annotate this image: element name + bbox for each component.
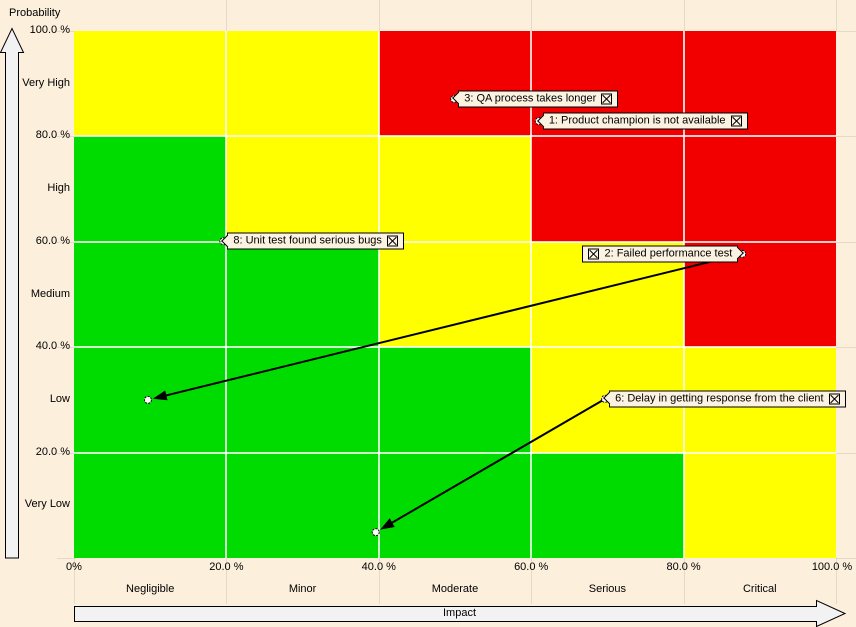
matrix-cell-very-high-negligible <box>74 31 227 137</box>
risk-label-text: 3: QA process takes longer <box>464 92 597 105</box>
matrix-cell-high-negligible <box>74 136 227 242</box>
probability-axis-title: Probability <box>9 7 61 19</box>
y-axis-tick-label: 20.0 % <box>35 445 70 458</box>
margin-gridline <box>226 0 228 31</box>
y-axis-category-label: Very Low <box>24 498 70 511</box>
grid-separator-horizontal <box>74 346 836 349</box>
grid-separator-vertical <box>377 31 380 558</box>
y-axis-category-label: Very High <box>22 76 70 89</box>
x-axis-category-label: Moderate <box>431 583 479 595</box>
matrix-cell-very-high-minor <box>226 31 379 137</box>
risk-movement-arrowhead <box>152 390 168 401</box>
margin-gridline <box>836 452 856 454</box>
y-axis-category-label: Low <box>49 392 70 405</box>
margin-gridline <box>57 136 74 138</box>
delete-risk-icon[interactable] <box>730 115 742 127</box>
risk-movement-arrow-line <box>386 397 606 527</box>
margin-gridline <box>74 558 75 604</box>
x-axis-tick-label: 0% <box>66 561 82 573</box>
matrix-cell-very-low-moderate <box>378 452 532 558</box>
margin-gridline <box>836 0 837 31</box>
grid-separator-vertical <box>530 31 533 558</box>
matrix-cell-very-low-negligible <box>74 452 227 558</box>
risk-label[interactable]: 8: Unit test found serious bugs <box>221 232 404 250</box>
delete-risk-icon[interactable] <box>601 93 613 105</box>
grid-separator-horizontal <box>74 451 836 454</box>
risk-label[interactable]: 1: Product champion is not available <box>536 112 748 130</box>
margin-gridline <box>57 31 74 32</box>
margin-gridline <box>836 31 856 32</box>
risk-label-text: 6: Delay in getting response from the cl… <box>615 392 824 405</box>
margin-gridline <box>836 347 856 349</box>
risk-label-text: 1: Product champion is not available <box>548 114 726 127</box>
risk-label[interactable]: 6: Delay in getting response from the cl… <box>603 390 846 408</box>
margin-gridline <box>57 452 74 454</box>
x-axis-category-label: Critical <box>742 583 777 595</box>
x-axis-category-label: Negligible <box>126 583 175 595</box>
margin-gridline <box>836 558 837 604</box>
grid-separator-vertical <box>225 31 228 558</box>
matrix-cell-medium-minor <box>226 241 379 348</box>
impact-axis-arrow <box>74 599 847 627</box>
x-axis-tick-label: 60.0 % <box>514 561 549 573</box>
grid-separator-vertical <box>682 31 685 558</box>
risk-movement-arrowhead <box>380 518 395 530</box>
margin-gridline <box>836 241 856 243</box>
margin-gridline <box>836 136 856 138</box>
matrix-cell-very-low-critical <box>683 452 836 558</box>
risk-label[interactable]: 2: Failed performance test <box>582 245 745 263</box>
matrix-cell-medium-negligible <box>74 241 227 348</box>
x-axis-tick-label: 20.0 % <box>209 561 244 573</box>
matrix-cell-low-moderate <box>378 347 532 453</box>
x-axis-tick-label: 80.0 % <box>666 561 701 573</box>
margin-gridline <box>57 347 74 349</box>
delete-risk-icon[interactable] <box>828 393 840 405</box>
x-axis-category-label: Minor <box>288 583 317 595</box>
margin-gridline <box>683 0 685 31</box>
risk-label-text: 8: Unit test found serious bugs <box>233 234 382 247</box>
margin-gridline <box>683 558 685 604</box>
matrix-cell-high-moderate <box>378 136 532 242</box>
impact-axis-title: Impact <box>442 607 476 619</box>
grid-separator-horizontal <box>74 240 836 243</box>
matrix-cell-high-serious <box>531 136 684 242</box>
matrix-cell-very-low-minor <box>226 452 379 558</box>
y-axis-category-label: High <box>47 182 70 195</box>
margin-gridline <box>378 0 380 31</box>
y-axis-tick-label: 40.0 % <box>35 340 70 353</box>
matrix-cell-very-high-moderate <box>378 31 532 137</box>
matrix-cell-high-critical <box>683 136 836 242</box>
margin-gridline <box>57 558 74 559</box>
margin-gridline <box>531 0 533 31</box>
margin-gridline <box>378 558 380 604</box>
matrix-cell-low-minor <box>226 347 379 453</box>
delete-risk-icon[interactable] <box>588 248 600 260</box>
y-axis-category-label: Medium <box>30 287 70 300</box>
risk-label[interactable]: 3: QA process takes longer <box>452 90 619 108</box>
grid-separator-horizontal <box>74 135 836 138</box>
margin-gridline <box>836 558 856 559</box>
risk-movement-arrow-line <box>160 252 743 398</box>
risk-target-marker[interactable] <box>371 528 380 537</box>
probability-axis-arrow <box>0 27 25 559</box>
x-axis-tick-label: 100.0 % <box>811 561 853 573</box>
matrix-cell-very-low-serious <box>531 452 684 558</box>
risk-label-text: 2: Failed performance test <box>604 247 733 260</box>
x-axis-category-label: Serious <box>588 583 627 595</box>
margin-gridline <box>57 241 74 243</box>
margin-gridline <box>226 558 228 604</box>
x-axis-tick-label: 40.0 % <box>361 561 396 573</box>
delete-risk-icon[interactable] <box>386 235 398 247</box>
y-axis-tick-label: 100.0 % <box>29 24 70 36</box>
margin-gridline <box>531 558 533 604</box>
matrix-cell-medium-moderate <box>378 241 532 348</box>
y-axis-tick-label: 80.0 % <box>35 129 70 142</box>
y-axis-tick-label: 60.0 % <box>35 234 70 247</box>
risk-target-marker[interactable] <box>143 395 152 404</box>
matrix-cell-high-minor <box>226 136 379 242</box>
